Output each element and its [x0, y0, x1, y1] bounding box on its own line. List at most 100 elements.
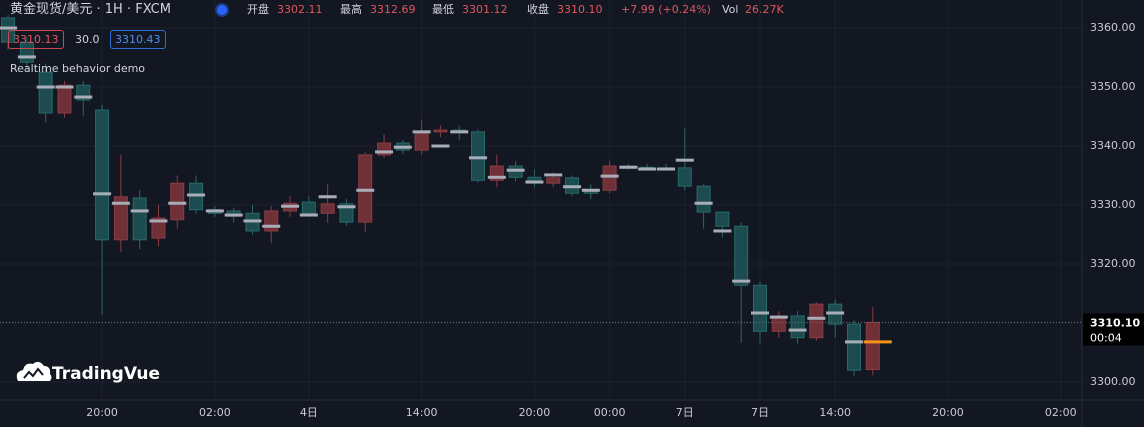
y-tick-label: 3330.00: [1090, 198, 1136, 211]
overlay-mark: [750, 311, 769, 315]
candle-body: [151, 217, 166, 239]
legend-value: 3302.11: [277, 3, 323, 16]
overlay-mark: [281, 204, 300, 208]
overlay-mark: [525, 180, 544, 184]
y-tick-label: 3340.00: [1090, 139, 1136, 152]
overlay-mark: [638, 167, 657, 171]
candle-body: [752, 284, 767, 332]
x-tick-label: 02:00: [1045, 406, 1077, 419]
overlay-mark: [581, 188, 600, 192]
symbol[interactable]: 黄金现货/美元 · 1H · FXCM: [10, 2, 171, 17]
y-tick-label: 3300.00: [1090, 375, 1136, 388]
overlay-mark: [619, 165, 638, 169]
legend-label: 最高: [340, 3, 362, 16]
overlay-mark: [168, 201, 187, 205]
legend-label: 开盘: [247, 3, 269, 16]
overlay-mark: [55, 85, 74, 89]
candle-body: [546, 177, 561, 184]
indicator-period: 30.0: [75, 33, 100, 46]
overlay-mark: [36, 85, 55, 89]
candle-body: [132, 197, 147, 241]
candle-body: [846, 323, 861, 371]
candle-body: [301, 201, 316, 214]
x-tick-label: 20:00: [932, 406, 964, 419]
candle-body: [433, 129, 448, 133]
legend-label: 收盘: [527, 3, 549, 16]
overlay-mark: [393, 145, 412, 149]
candle-body: [170, 182, 185, 221]
candle-body: [358, 154, 373, 223]
overlay-mark: [487, 175, 506, 179]
overlay-mark: [243, 219, 262, 223]
candle-body: [113, 196, 128, 241]
overlay-mark: [844, 340, 863, 344]
overlay-mark: [318, 195, 337, 199]
overlay-mark: [450, 130, 469, 134]
overlay-mark: [675, 158, 694, 162]
candle-body: [809, 303, 824, 339]
indicator-lower: 3310.13: [8, 30, 64, 49]
x-tick-label: 14:00: [819, 406, 851, 419]
overlay-mark: [732, 279, 751, 283]
plot: 3300.003310.003320.003330.003340.003350.…: [0, 0, 1136, 419]
overlay-mark: [431, 144, 450, 148]
x-tick-label: 20:00: [519, 406, 551, 419]
overlay-mark: [657, 167, 676, 171]
candle-body: [377, 142, 392, 156]
candle-body: [414, 131, 429, 151]
candle-body: [790, 315, 805, 339]
watermark-text: TradingVue: [52, 364, 160, 384]
overlay-mark: [0, 26, 18, 30]
candle-body: [339, 203, 354, 223]
overlay-mark: [149, 219, 168, 223]
overlay-mark: [469, 156, 488, 160]
candle-body: [471, 131, 486, 181]
legend-label: 最低: [432, 3, 454, 16]
candle-body: [320, 203, 335, 214]
overlay-mark: [17, 55, 36, 59]
candle-body: [38, 71, 53, 114]
overlay-mark: [205, 209, 224, 213]
overlay-mark: [769, 315, 788, 319]
overlay-mark: [600, 174, 619, 178]
overlay-mark: [224, 213, 243, 217]
countdown: 00:04: [1090, 331, 1122, 344]
candle-body: [715, 211, 730, 227]
overlay-mark: [826, 311, 845, 315]
legend-value: 3310.10: [557, 3, 603, 16]
price-label: 3310.10: [1090, 316, 1140, 329]
overlay-mark: [74, 95, 93, 99]
x-tick-label: 00:00: [594, 406, 626, 419]
x-tick-label: 7日: [751, 406, 769, 419]
candle-body: [696, 185, 711, 213]
x-tick-label: 7日: [676, 406, 694, 419]
candle-body: [57, 84, 72, 114]
candle-body: [95, 109, 110, 241]
change: +7.99 (+0.24%): [621, 3, 711, 16]
overlay-mark: [337, 205, 356, 209]
overlay-mark: [130, 209, 149, 213]
candle-body: [677, 167, 692, 187]
status-dot: [217, 5, 227, 15]
candle-body: [865, 321, 880, 371]
overlay-mark: [375, 150, 394, 154]
candle-body: [602, 165, 617, 191]
overlay-mark: [111, 201, 130, 205]
x-tick-label: 14:00: [406, 406, 438, 419]
vol-value: 26.27K: [745, 3, 784, 16]
x-tick-label: 20:00: [86, 406, 118, 419]
note: Realtime behavior demo: [10, 62, 146, 75]
overlay-mark: [807, 316, 826, 320]
overlay-mark: [299, 213, 318, 217]
x-tick-label: 4日: [300, 406, 318, 419]
overlay-mark: [713, 229, 732, 233]
y-tick-label: 3360.00: [1090, 21, 1136, 34]
overlay-mark: [788, 328, 807, 332]
y-tick-label: 3320.00: [1090, 257, 1136, 270]
overlay-mark: [262, 224, 281, 228]
legend-value: 3312.69: [370, 3, 416, 16]
overlay-mark: [506, 168, 525, 172]
